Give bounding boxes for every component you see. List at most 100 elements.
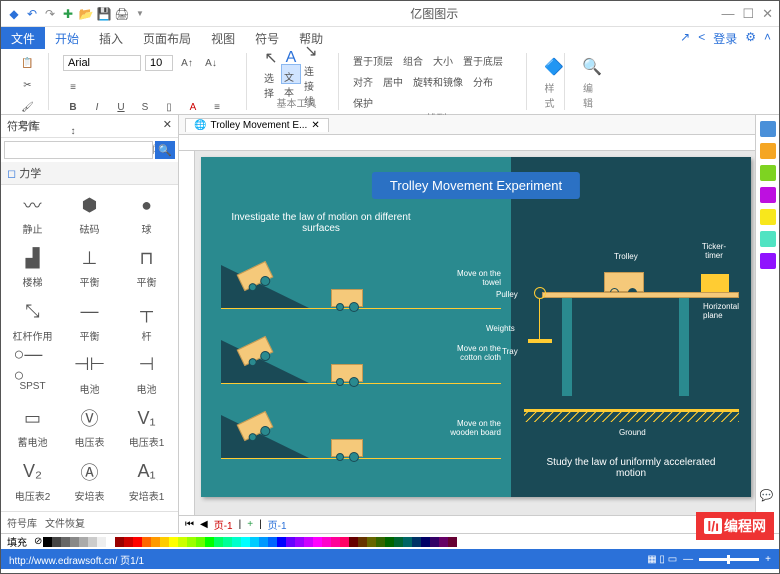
- color-swatch[interactable]: [286, 537, 295, 547]
- color-swatch[interactable]: [349, 537, 358, 547]
- color-swatch[interactable]: [403, 537, 412, 547]
- bullets-icon[interactable]: ≡: [63, 77, 83, 97]
- color-swatch[interactable]: [178, 537, 187, 547]
- collapse-ribbon-icon[interactable]: ˄: [764, 30, 771, 47]
- symbol-item[interactable]: ⊣⊢电池: [62, 349, 117, 400]
- strike-icon[interactable]: S: [135, 97, 155, 117]
- zoom-out-icon[interactable]: —: [683, 554, 693, 565]
- color-swatch[interactable]: [160, 537, 169, 547]
- color-swatch[interactable]: [277, 537, 286, 547]
- send-back-btn[interactable]: 置于底层: [463, 53, 503, 68]
- color-swatch[interactable]: [394, 537, 403, 547]
- highlight-icon[interactable]: ▯: [159, 97, 179, 117]
- rt-icon-5[interactable]: [760, 209, 776, 225]
- symbol-item[interactable]: ▭蓄电池: [5, 402, 60, 453]
- footer-tab-symbols[interactable]: 符号库: [7, 515, 37, 530]
- symbol-item[interactable]: ┬杆: [119, 296, 174, 347]
- color-swatch[interactable]: [313, 537, 322, 547]
- color-swatch[interactable]: [151, 537, 160, 547]
- color-swatch[interactable]: [376, 537, 385, 547]
- symbol-item[interactable]: Ⓐ安培表: [62, 456, 117, 507]
- color-swatch[interactable]: [43, 537, 52, 547]
- comment-icon[interactable]: 💬: [760, 489, 776, 505]
- color-swatch[interactable]: [61, 537, 70, 547]
- qat-more-icon[interactable]: ▼: [133, 7, 147, 21]
- color-swatch[interactable]: [430, 537, 439, 547]
- color-swatch[interactable]: [448, 537, 457, 547]
- maximize-icon[interactable]: ☐: [742, 6, 754, 22]
- symbol-item[interactable]: ●球: [119, 189, 174, 240]
- tab-close-icon[interactable]: ✕: [311, 120, 319, 131]
- color-swatch[interactable]: [142, 537, 151, 547]
- color-swatch[interactable]: [412, 537, 421, 547]
- undo-icon[interactable]: ↶: [25, 7, 39, 21]
- symbol-item[interactable]: ▟楼梯: [5, 242, 60, 293]
- category-label[interactable]: 力学: [19, 168, 41, 180]
- connector-tool[interactable]: ↘连接线: [301, 64, 321, 84]
- color-swatch[interactable]: [367, 537, 376, 547]
- color-swatch[interactable]: [223, 537, 232, 547]
- symbol-search-input[interactable]: [4, 141, 153, 159]
- color-swatch[interactable]: [439, 537, 448, 547]
- search-icon[interactable]: 🔍: [155, 141, 175, 159]
- color-swatch[interactable]: [52, 537, 61, 547]
- footer-tab-recovery[interactable]: 文件恢复: [45, 515, 85, 530]
- color-swatch[interactable]: [169, 537, 178, 547]
- export-icon[interactable]: ↗: [680, 30, 690, 47]
- diagram-page[interactable]: Trolley Movement Experiment Investigate …: [201, 157, 751, 497]
- font-name-select[interactable]: [63, 55, 141, 71]
- canvas[interactable]: Trolley Movement Experiment Investigate …: [195, 151, 779, 515]
- rt-icon-7[interactable]: [760, 253, 776, 269]
- file-menu[interactable]: 文件: [1, 27, 45, 49]
- tab-insert[interactable]: 插入: [89, 30, 133, 47]
- color-swatch[interactable]: [88, 537, 97, 547]
- font-color-icon[interactable]: A: [183, 97, 203, 117]
- zoom-slider[interactable]: [699, 558, 759, 561]
- symbol-item[interactable]: ⤡杠杆作用: [5, 296, 60, 347]
- symbol-item[interactable]: A₁安培表1: [119, 456, 174, 507]
- print-icon[interactable]: 🖨: [115, 7, 129, 21]
- color-swatch[interactable]: [358, 537, 367, 547]
- tab-start[interactable]: 开始: [45, 30, 89, 47]
- open-icon[interactable]: 📂: [79, 7, 93, 21]
- new-icon[interactable]: ✚: [61, 7, 75, 21]
- symbol-item[interactable]: ⊓平衡: [119, 242, 174, 293]
- underline-icon[interactable]: U: [111, 97, 131, 117]
- redo-icon[interactable]: ↷: [43, 7, 57, 21]
- tab-layout[interactable]: 页面布局: [133, 30, 201, 47]
- group-btn[interactable]: 组合: [403, 53, 423, 68]
- color-swatch[interactable]: [187, 537, 196, 547]
- color-swatch[interactable]: [268, 537, 277, 547]
- page-tab-2[interactable]: 页-1: [268, 517, 287, 532]
- color-swatch[interactable]: [385, 537, 394, 547]
- color-swatch[interactable]: [214, 537, 223, 547]
- italic-icon[interactable]: I: [87, 97, 107, 117]
- color-swatch[interactable]: [304, 537, 313, 547]
- login-link[interactable]: 登录: [713, 30, 737, 47]
- minimize-icon[interactable]: —: [721, 6, 734, 22]
- paste-icon[interactable]: 📋: [18, 53, 38, 73]
- symbol-item[interactable]: ⬢砝码: [62, 189, 117, 240]
- close-icon[interactable]: ✕: [762, 6, 773, 22]
- color-swatch[interactable]: [241, 537, 250, 547]
- symbol-item[interactable]: V₁电压表1: [119, 402, 174, 453]
- color-swatch[interactable]: [250, 537, 259, 547]
- color-swatch[interactable]: [115, 537, 124, 547]
- protect-btn[interactable]: 保护: [353, 95, 373, 110]
- color-swatch[interactable]: [421, 537, 430, 547]
- color-swatch[interactable]: [340, 537, 349, 547]
- rt-icon-6[interactable]: [760, 231, 776, 247]
- tab-view[interactable]: 视图: [201, 30, 245, 47]
- cut-icon[interactable]: ✂: [18, 75, 38, 95]
- color-swatch[interactable]: [97, 537, 106, 547]
- color-swatch[interactable]: [331, 537, 340, 547]
- style-btn[interactable]: 🔷: [541, 54, 567, 80]
- edit-btn[interactable]: 🔍: [579, 54, 605, 80]
- size-btn[interactable]: 大小: [433, 53, 453, 68]
- color-swatch[interactable]: [295, 537, 304, 547]
- color-swatch[interactable]: [232, 537, 241, 547]
- color-swatch[interactable]: [205, 537, 214, 547]
- rt-icon-4[interactable]: [760, 187, 776, 203]
- symbol-item[interactable]: V₂电压表2: [5, 456, 60, 507]
- save-icon[interactable]: 💾: [97, 7, 111, 21]
